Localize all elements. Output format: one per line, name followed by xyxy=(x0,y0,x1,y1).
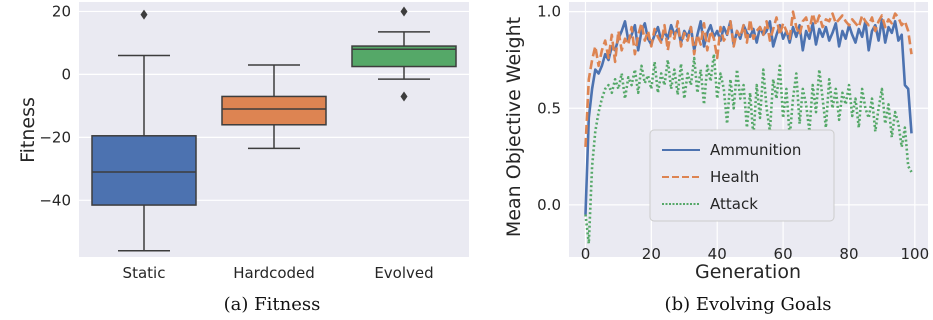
evolving-goals-x-tick-label: 60 xyxy=(774,245,793,263)
fitness-x-tick-label: Evolved xyxy=(374,264,433,282)
fitness-box-plot: 20 0 −20 −40 Static Hardcoded Evolved Fitness… xyxy=(17,2,469,315)
fitness-x-tick-label: Static xyxy=(123,264,166,282)
evolving-goals-x-tick-label: 40 xyxy=(708,245,727,263)
evolving-goals-y-tick-label: 0.5 xyxy=(537,99,561,117)
evolving-goals-x-axis-label: Generation xyxy=(695,261,801,283)
box-iqr xyxy=(91,135,197,206)
legend-label-ammunition: Ammunition xyxy=(710,141,801,159)
fitness-boxes xyxy=(91,6,457,252)
box-outlier xyxy=(140,9,148,20)
box-iqr xyxy=(221,95,327,126)
fitness-y-tick-labels: 20 0 −20 −40 xyxy=(39,2,71,209)
series-line-health xyxy=(584,10,913,147)
box-iqr xyxy=(351,45,457,68)
evolving-goals-y-axis-label: Mean Objective Weight xyxy=(503,17,525,237)
evolving-goals-x-tick-label: 80 xyxy=(839,245,858,263)
evolving-goals-y-tick-label: 1.0 xyxy=(537,3,561,21)
fitness-y-tick-label: 0 xyxy=(61,65,71,83)
evolving-goals-line-plot: 0.00.51.0 0 20 40 60 80 100 AmmunitionHealthA… xyxy=(503,2,929,315)
box-outlier xyxy=(400,91,408,102)
evolving-goals-series-lines xyxy=(584,10,913,245)
evolving-goals-x-tick-label: 0 xyxy=(581,245,591,263)
evolving-goals-legend: Ammunition Health Attack xyxy=(649,129,835,222)
fitness-y-tick-label: 20 xyxy=(52,2,71,20)
fitness-y-tick-label: −40 xyxy=(39,191,71,209)
evolving-goals-x-tick-label: 100 xyxy=(901,245,930,263)
legend-label-health: Health xyxy=(710,168,759,186)
legend-box xyxy=(649,129,835,222)
box-outlier xyxy=(400,6,408,17)
fitness-x-tick-label: Hardcoded xyxy=(233,264,315,282)
fitness-y-tick-label: −20 xyxy=(39,128,71,146)
series-line-attack xyxy=(584,52,913,245)
fitness-y-axis-label: Fitness xyxy=(17,97,39,163)
fitness-x-tick-labels: Static Hardcoded Evolved xyxy=(123,264,434,282)
evolving-goals-x-tick-label: 20 xyxy=(642,245,661,263)
legend-label-attack: Attack xyxy=(710,195,758,213)
evolving-goals-caption: (b) Evolving Goals xyxy=(665,294,832,315)
evolving-goals-x-tick-labels: 0 20 40 60 80 100 xyxy=(581,245,929,263)
evolving-goals-y-tick-label: 0.0 xyxy=(537,196,561,214)
evolving-goals-y-tick-labels: 0.0 0.5 1.0 xyxy=(537,3,561,214)
fitness-caption: (a) Fitness xyxy=(224,294,321,315)
